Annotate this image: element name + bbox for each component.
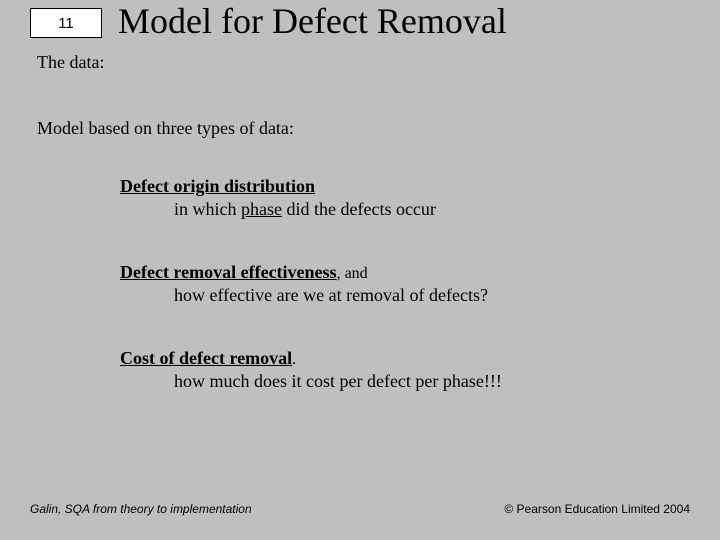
item-sub-pre: how effective are we at removal of defec… [174,285,488,305]
item-heading-row: Cost of defect removal. [120,348,660,369]
list-item: Defect origin distribution in which phas… [120,176,660,220]
page-number-box: 11 [30,8,102,38]
page-number: 11 [58,15,74,32]
item-sub-post: did the defects occur [282,199,436,219]
list-item: Cost of defect removal. how much does it… [120,348,660,392]
item-sub-pre: how much does it cost per defect per pha… [174,371,502,391]
item-sub: how much does it cost per defect per pha… [174,371,660,392]
items-list: Defect origin distribution in which phas… [120,176,660,434]
footer-left: Galin, SQA from theory to implementation [30,502,252,516]
intro-text: Model based on three types of data: [37,118,294,139]
item-trail: , and [337,265,368,282]
item-heading-row: Defect removal effectiveness, and [120,262,660,283]
item-heading: Cost of defect removal [120,348,292,368]
subtitle: The data: [37,52,104,73]
item-sub: in which phase did the defects occur [174,199,660,220]
item-heading: Defect removal effectiveness [120,262,337,282]
item-trail: . [292,351,296,368]
page-title: Model for Defect Removal [118,0,507,42]
list-item: Defect removal effectiveness, and how ef… [120,262,660,306]
item-heading-row: Defect origin distribution [120,176,660,197]
item-sub-emph: phase [241,199,282,219]
item-sub-pre: in which [174,199,241,219]
item-heading: Defect origin distribution [120,176,315,196]
item-sub: how effective are we at removal of defec… [174,285,660,306]
footer-right: © Pearson Education Limited 2004 [504,502,690,516]
